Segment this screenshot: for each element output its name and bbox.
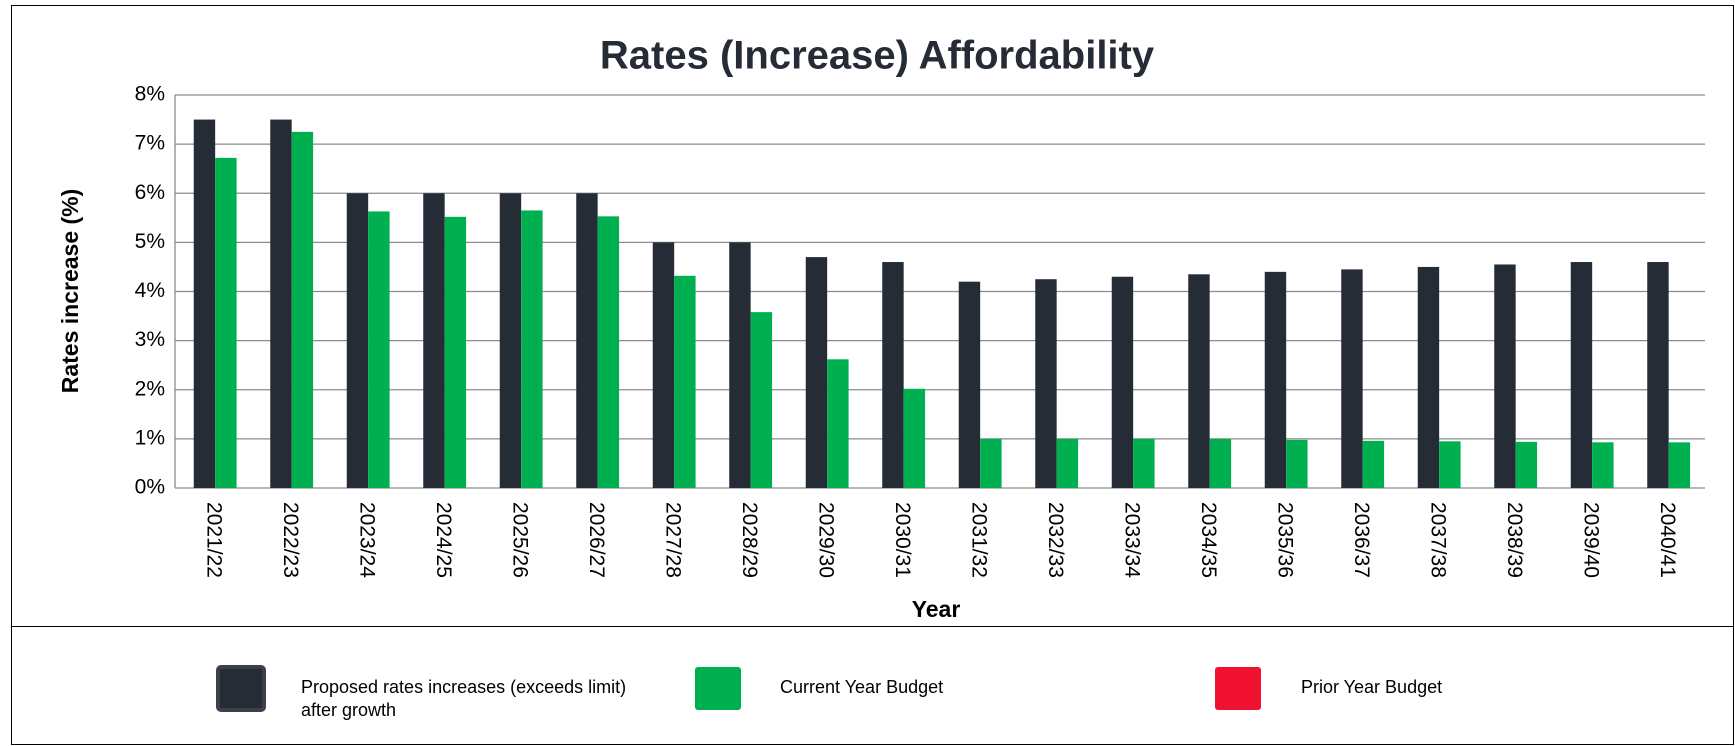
bar (1515, 441, 1538, 488)
x-tick-label: 2035/36 (1274, 502, 1297, 578)
bar (597, 216, 620, 488)
y-tick-label: 6% (135, 181, 165, 204)
x-tick-label: 2022/23 (279, 502, 302, 578)
bar (1209, 438, 1232, 488)
bar (1133, 438, 1155, 488)
x-tick-label: 2040/41 (1656, 502, 1679, 578)
bar (1647, 262, 1669, 488)
bar (1592, 442, 1614, 488)
bar (346, 193, 369, 488)
x-tick-label: 2038/39 (1503, 502, 1526, 578)
bar (1417, 266, 1440, 488)
bar (1035, 279, 1057, 488)
legend-item: Current Year Budget (780, 677, 944, 697)
x-tick-label: 2023/24 (356, 502, 379, 578)
bar (674, 275, 696, 488)
bar (1668, 442, 1691, 488)
y-tick-label: 7% (135, 132, 165, 155)
legend-label: Prior Year Budget (1301, 677, 1443, 697)
x-axis-label: Year (912, 596, 961, 622)
bar (1056, 438, 1079, 488)
bar (368, 211, 390, 488)
bar (215, 157, 237, 488)
chart-frame (11, 5, 1734, 745)
bar (1439, 441, 1461, 488)
y-axis-label: Rates increase (%) (57, 189, 83, 394)
x-tick-label: 2024/25 (432, 502, 455, 578)
bar (827, 359, 849, 488)
bar (903, 388, 926, 488)
bar (750, 312, 773, 488)
x-tick-label: 2032/33 (1044, 502, 1067, 578)
bar (1111, 276, 1134, 488)
y-tick-label: 1% (135, 426, 165, 449)
bar (1362, 440, 1385, 488)
y-tick-label: 3% (135, 328, 165, 351)
bar (499, 193, 522, 488)
x-tick-label: 2028/29 (738, 502, 761, 578)
bar (423, 193, 445, 488)
x-tick-label: 2039/40 (1580, 502, 1603, 578)
legend-swatch (1215, 667, 1261, 710)
bar (270, 119, 292, 488)
bar (576, 193, 598, 488)
bar (1286, 439, 1308, 488)
bar (882, 262, 904, 488)
legend-swatch (695, 667, 741, 710)
y-tick-label: 8% (135, 83, 165, 106)
bar (521, 210, 543, 488)
y-tick-label: 0% (135, 476, 165, 499)
bar (729, 242, 751, 488)
y-tick-label: 4% (135, 279, 165, 302)
x-tick-label: 2037/38 (1427, 502, 1450, 578)
x-tick-label: 2033/34 (1121, 502, 1144, 578)
bar (1494, 264, 1516, 488)
legend-label: Current Year Budget (780, 677, 944, 697)
bar (805, 257, 828, 488)
bar (1264, 271, 1287, 488)
bar (1570, 262, 1593, 488)
bar (1341, 269, 1363, 488)
legend-label: Proposed rates increases (exceeds limit)… (301, 677, 627, 720)
x-tick-label: 2034/35 (1197, 502, 1220, 578)
x-tick-label: 2036/37 (1350, 502, 1373, 578)
chart-title: Rates (Increase) Affordability (600, 34, 1155, 78)
bar (193, 119, 216, 488)
y-tick-label: 5% (135, 230, 165, 253)
x-tick-label: 2029/30 (815, 502, 838, 578)
x-tick-label: 2027/28 (662, 502, 685, 578)
x-tick-label: 2021/22 (203, 502, 226, 578)
x-tick-label: 2026/27 (585, 502, 608, 578)
bar (1188, 274, 1210, 488)
legend-item: Prior Year Budget (1301, 677, 1443, 697)
legend-swatch (216, 665, 266, 712)
x-tick-label: 2030/31 (891, 502, 914, 578)
bar (291, 131, 314, 488)
bar (958, 281, 981, 488)
bar (444, 216, 467, 488)
x-tick-label: 2031/32 (968, 502, 991, 578)
x-tick-label: 2025/26 (509, 502, 532, 578)
y-tick-label: 2% (135, 377, 165, 400)
bar (652, 242, 675, 488)
bar (980, 438, 1002, 488)
legend-item: Proposed rates increases (exceeds limit)… (301, 677, 627, 720)
